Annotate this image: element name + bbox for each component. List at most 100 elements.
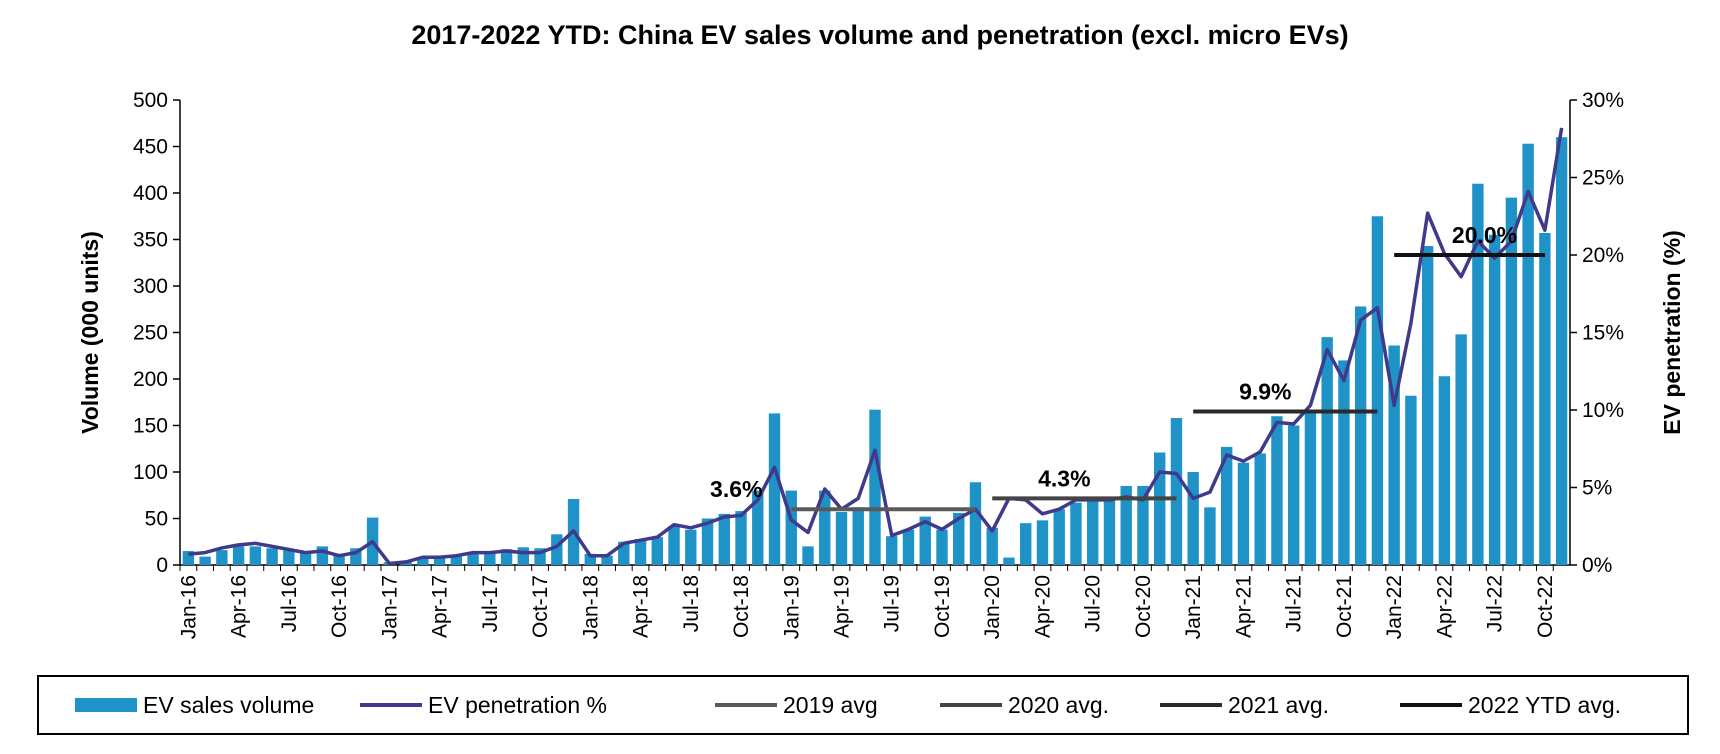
x-tick-label: Jan-16 <box>177 575 200 639</box>
x-tick-label: Jul-17 <box>479 575 502 632</box>
bar <box>785 490 797 565</box>
y-tick-label: 100 <box>133 461 168 484</box>
y-tick-label: 150 <box>133 415 168 438</box>
legend-label: 2019 avg <box>783 692 878 718</box>
bar <box>685 529 697 565</box>
x-tick-label: Apr-17 <box>429 575 452 638</box>
line <box>188 127 1564 566</box>
bar <box>484 551 496 565</box>
y-tick-label: 350 <box>133 229 168 252</box>
x-tick-label: Jul-16 <box>278 575 301 632</box>
bar <box>1036 520 1049 565</box>
bar <box>299 551 312 565</box>
bar <box>350 548 362 565</box>
bar <box>1187 472 1199 565</box>
x-tick-label: Oct-22 <box>1534 575 1557 638</box>
x-tick-label: Oct-19 <box>931 575 954 638</box>
x-tick-label: Apr-19 <box>831 575 854 638</box>
bar <box>1087 499 1099 565</box>
bar <box>802 546 814 565</box>
x-tick-label: Jan-19 <box>780 575 803 639</box>
y-tick-label: 50 <box>145 508 168 531</box>
y-tick-label: 0 <box>156 554 168 577</box>
x-tick-label: Jan-17 <box>378 575 401 639</box>
bar <box>1254 453 1266 565</box>
bar <box>869 409 881 565</box>
bar <box>249 546 262 565</box>
bar <box>551 534 563 565</box>
y2-tick-label: 5% <box>1582 477 1612 500</box>
y-tick-label: 300 <box>133 275 168 298</box>
x-tick-label: Oct-20 <box>1132 575 1155 638</box>
bar <box>182 551 195 565</box>
bar <box>953 512 965 565</box>
bar <box>969 482 982 565</box>
y2-tick-label: 10% <box>1582 399 1624 422</box>
bar <box>500 549 513 565</box>
x-tick-label: Apr-16 <box>228 575 251 638</box>
bar <box>936 529 948 565</box>
bar <box>417 557 429 565</box>
bar <box>1539 232 1551 566</box>
bar <box>1405 395 1417 565</box>
x-tick-label: Apr-22 <box>1433 575 1456 638</box>
bar <box>1488 234 1501 565</box>
bar <box>333 553 345 565</box>
legend-label: 2022 YTD avg. <box>1468 692 1621 718</box>
legend-label: 2020 avg. <box>1008 692 1109 718</box>
bar <box>752 490 764 565</box>
bar <box>232 546 245 565</box>
bar <box>852 507 864 565</box>
x-tick-label: Apr-21 <box>1232 575 1255 638</box>
bar <box>1472 183 1484 565</box>
bar <box>601 555 613 565</box>
bar <box>517 547 530 565</box>
bar <box>1438 376 1451 565</box>
bar <box>819 490 831 565</box>
x-tick-label: Apr-20 <box>1031 575 1054 638</box>
bar <box>768 413 781 565</box>
x-tick-label: Jul-22 <box>1484 575 1507 632</box>
x-tick-label: Jul-19 <box>881 575 904 632</box>
x-tick-label: Apr-18 <box>630 575 653 638</box>
bar <box>1338 360 1350 565</box>
bar <box>718 513 730 565</box>
y-tick-label: 500 <box>133 89 168 112</box>
legend-box <box>37 675 1689 735</box>
bar <box>1020 523 1032 565</box>
chart-title: 2017-2022 YTD: China EV sales volume and… <box>411 20 1348 50</box>
x-tick-label: Jul-21 <box>1283 575 1306 632</box>
x-tick-label: Jan-21 <box>1182 575 1205 639</box>
bar <box>1522 143 1534 565</box>
bar <box>1304 411 1317 565</box>
bar <box>1220 446 1233 565</box>
bar <box>1555 137 1568 565</box>
y-tick-label: 450 <box>133 136 168 159</box>
bar <box>1271 416 1283 565</box>
bar <box>701 518 714 565</box>
bar <box>886 536 898 565</box>
bar <box>266 548 278 565</box>
x-tick-label: Jan-22 <box>1383 575 1406 639</box>
bar <box>618 541 630 565</box>
bar <box>1455 334 1467 565</box>
y2-axis-title: EV penetration (%) <box>1659 230 1685 434</box>
average-label: 3.6% <box>710 476 762 502</box>
bar <box>651 537 663 565</box>
bar <box>835 511 848 565</box>
bar <box>634 538 647 565</box>
bar <box>534 548 546 565</box>
y-tick-label: 200 <box>133 368 168 391</box>
bar <box>1321 337 1333 565</box>
y2-tick-label: 20% <box>1582 244 1624 267</box>
bar <box>1287 425 1300 565</box>
bar <box>199 556 211 565</box>
y2-tick-label: 30% <box>1582 89 1624 112</box>
y-tick-label: 250 <box>133 322 168 345</box>
bar <box>467 551 479 565</box>
bar <box>1354 306 1367 565</box>
x-tick-label: Jan-18 <box>579 575 602 639</box>
bar <box>1103 497 1116 565</box>
y2-tick-label: 0% <box>1582 554 1612 577</box>
